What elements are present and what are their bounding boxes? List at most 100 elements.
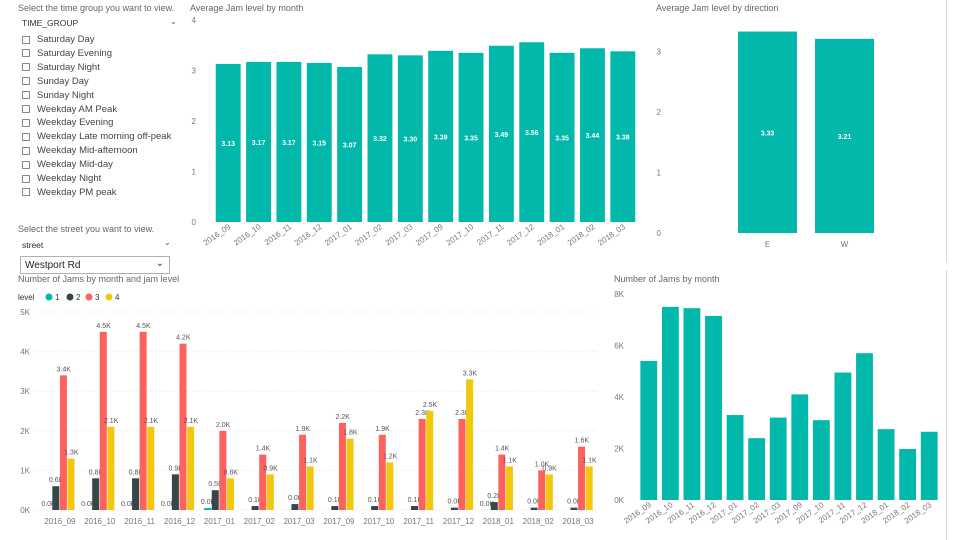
time-group-label: Weekday PM peak bbox=[37, 186, 117, 198]
x-tick: 2016_11 bbox=[263, 222, 294, 247]
bar bbox=[530, 507, 538, 510]
x-tick: 2016_10 bbox=[84, 517, 116, 526]
time-group-option[interactable]: Weekday Evening bbox=[22, 116, 113, 129]
data-label: 0.5K bbox=[208, 481, 223, 488]
bar bbox=[458, 52, 484, 223]
x-tick: E bbox=[765, 240, 770, 249]
bar bbox=[640, 360, 658, 500]
data-label: 2.2K bbox=[336, 414, 351, 421]
time-group-option[interactable]: Weekday Mid-afternoon bbox=[22, 144, 138, 157]
data-label: 1.1K bbox=[503, 457, 518, 464]
bar bbox=[812, 420, 830, 500]
data-label: 0.1K bbox=[368, 497, 383, 504]
checkbox[interactable] bbox=[22, 118, 30, 127]
bar bbox=[251, 506, 259, 510]
bar bbox=[661, 306, 679, 500]
bar bbox=[450, 507, 458, 510]
x-tick: W bbox=[841, 240, 849, 249]
time-group-label: Sunday Day bbox=[37, 75, 89, 87]
data-label: 3.44 bbox=[586, 133, 600, 140]
bar bbox=[705, 315, 722, 500]
x-tick: 2016_11 bbox=[124, 517, 155, 526]
chevron-down-icon[interactable]: ⌄ bbox=[164, 238, 171, 247]
bar bbox=[545, 474, 553, 510]
bar bbox=[67, 458, 75, 510]
time-group-option[interactable]: Weekday PM peak bbox=[22, 186, 117, 199]
bar bbox=[246, 61, 271, 222]
time-group-label: Weekday Evening bbox=[37, 117, 114, 129]
checkbox[interactable] bbox=[22, 146, 30, 155]
bar bbox=[466, 379, 474, 510]
data-label: 1.2K bbox=[383, 453, 398, 460]
x-tick: 2017_02 bbox=[353, 222, 384, 248]
bar bbox=[570, 507, 578, 510]
data-label: 3.56 bbox=[525, 130, 539, 137]
data-label: 1.1K bbox=[582, 457, 597, 464]
time-group-option[interactable]: Weekday AM Peak bbox=[22, 103, 117, 116]
data-label: 1.9K bbox=[296, 426, 311, 433]
bar bbox=[791, 394, 809, 500]
time-group-option[interactable]: Weekday Mid-day bbox=[22, 158, 113, 171]
time-group-option[interactable]: Saturday Night bbox=[22, 61, 100, 74]
checkbox[interactable] bbox=[22, 188, 30, 197]
time-group-option[interactable]: Sunday Night bbox=[22, 89, 94, 102]
data-label: 0.0K bbox=[480, 501, 495, 508]
y-tick: 2K bbox=[20, 427, 30, 436]
bar bbox=[458, 418, 466, 510]
time-group-option[interactable]: Sunday Day bbox=[22, 75, 89, 88]
data-label: 0.9K bbox=[263, 465, 278, 472]
time-group-option[interactable]: Weekday Late morning off-peak bbox=[22, 130, 171, 143]
data-label: 2.1K bbox=[104, 418, 119, 425]
bar bbox=[52, 486, 60, 510]
time-group-option[interactable]: Saturday Evening bbox=[22, 47, 112, 60]
chevron-down-icon[interactable]: ⌄ bbox=[155, 258, 164, 269]
data-label: 3.35 bbox=[555, 135, 569, 142]
checkbox[interactable] bbox=[22, 174, 30, 183]
data-label: 3.17 bbox=[282, 140, 296, 147]
street-slicer-instruction: Select the street you want to view. bbox=[18, 224, 155, 234]
bar bbox=[99, 331, 107, 510]
time-group-label: Weekday Night bbox=[37, 173, 102, 184]
data-label: 3.4K bbox=[57, 366, 72, 373]
street-dropdown[interactable]: Westport Rd ⌄ bbox=[20, 256, 170, 274]
data-label: 0.1K bbox=[328, 497, 343, 504]
checkbox[interactable] bbox=[22, 35, 30, 44]
checkbox[interactable] bbox=[22, 63, 30, 72]
jams-month-y-tick: 4K bbox=[614, 393, 624, 402]
data-label: 2.1K bbox=[184, 418, 199, 425]
chevron-down-icon[interactable]: ⌄ bbox=[170, 17, 177, 26]
jam-level-direction-y-tick: 2 bbox=[657, 108, 662, 117]
time-group-option[interactable]: Weekday Night bbox=[22, 172, 101, 185]
jam-level-month-y-tick: 4 bbox=[192, 16, 197, 25]
time-group-option[interactable]: Saturday Day bbox=[22, 33, 95, 46]
bar bbox=[585, 466, 593, 510]
x-tick: 2017_10 bbox=[444, 222, 475, 248]
scrollbar-track[interactable] bbox=[946, 0, 947, 262]
data-label: 0.0K bbox=[447, 499, 462, 506]
data-label: 0.0K bbox=[527, 499, 542, 506]
y-tick: 5K bbox=[20, 308, 30, 317]
time-group-label: Weekday AM Peak bbox=[37, 103, 118, 115]
checkbox[interactable] bbox=[22, 160, 30, 169]
bar bbox=[549, 52, 575, 223]
data-label: 1.8K bbox=[343, 430, 358, 437]
checkbox[interactable] bbox=[22, 91, 30, 100]
bar bbox=[498, 454, 506, 510]
bar bbox=[856, 353, 873, 500]
data-label: 3.30 bbox=[404, 137, 418, 144]
legend-label: 3 bbox=[95, 293, 100, 302]
data-label: 0.1K bbox=[408, 497, 423, 504]
scrollbar-track[interactable] bbox=[946, 270, 947, 540]
checkbox[interactable] bbox=[22, 132, 30, 141]
checkbox[interactable] bbox=[22, 49, 30, 58]
data-label: 3.33 bbox=[761, 130, 775, 137]
data-label: 0.9K bbox=[542, 465, 557, 472]
checkbox[interactable] bbox=[22, 105, 30, 113]
bar bbox=[204, 508, 212, 510]
bar bbox=[815, 38, 874, 233]
x-tick: 2017_12 bbox=[505, 222, 536, 248]
checkbox[interactable] bbox=[22, 77, 30, 86]
bar bbox=[519, 42, 545, 222]
chart-title-jams-month-level: Number of Jams by month and jam level bbox=[18, 274, 180, 284]
data-label: 1.6K bbox=[575, 438, 590, 445]
